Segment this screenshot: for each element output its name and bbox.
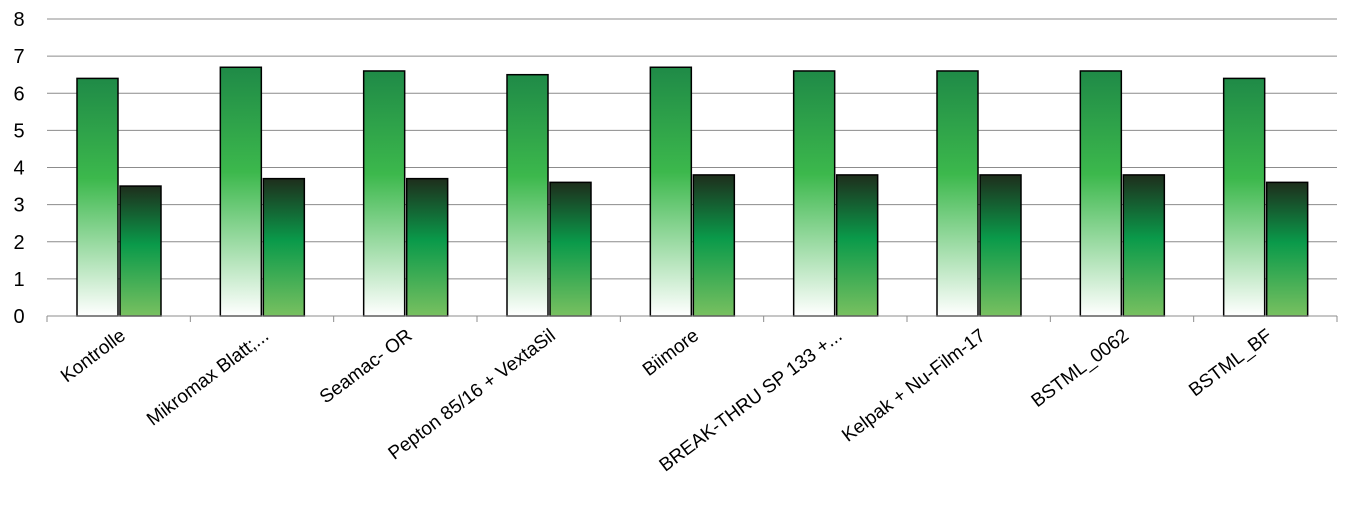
x-category-label: BSTML_BF [1185, 325, 1276, 401]
bar-series-1 [792, 70, 836, 317]
bar-series-1 [362, 70, 406, 317]
bar-series-2 [262, 177, 306, 317]
bars [76, 66, 1309, 317]
bar-series-2 [979, 174, 1022, 317]
bar-series-2 [405, 177, 449, 317]
y-tick-label: 2 [13, 232, 24, 254]
y-tick-label: 5 [13, 120, 24, 142]
bar-series-1 [219, 66, 263, 317]
y-tick-label: 6 [13, 83, 24, 105]
x-axis-category-labels: Kontrolle Mikromax Blatt;... Seamac- ORPep… [57, 325, 1276, 476]
x-axis [46, 315, 1338, 322]
bar-series-2 [835, 174, 879, 317]
bar-series-2 [119, 185, 162, 317]
x-category-label: Mikromax Blatt;... [143, 325, 273, 430]
x-category-label: BSTML_0062 [1028, 325, 1133, 412]
y-tick-label: 1 [13, 269, 24, 291]
bar-series-1 [1222, 77, 1266, 317]
y-tick-label: 4 [13, 158, 24, 180]
bar-series-2 [1265, 181, 1309, 317]
y-axis-tick-labels: 0 1 2 3 4 5 6 7 8 [13, 9, 24, 328]
x-category-label: Kelpak + Nu-Film-17 [838, 325, 989, 446]
bar-series-1 [1079, 70, 1123, 317]
y-tick-label: 8 [13, 9, 24, 31]
y-tick-label: 3 [13, 195, 24, 217]
bar-series-1 [649, 66, 693, 317]
x-category-label: Kontrolle [57, 325, 130, 387]
y-tick-label: 0 [13, 306, 24, 328]
x-category-label: Seamac- OR [316, 325, 416, 408]
bar-series-1 [936, 70, 979, 317]
bar-series-2 [549, 181, 592, 317]
y-tick-label: 7 [13, 46, 24, 68]
bar-series-2 [1122, 174, 1166, 317]
bar-series-2 [692, 174, 736, 317]
x-category-label: Biimore [639, 325, 703, 381]
bar-series-1 [506, 73, 549, 317]
bar-series-1 [76, 77, 119, 317]
